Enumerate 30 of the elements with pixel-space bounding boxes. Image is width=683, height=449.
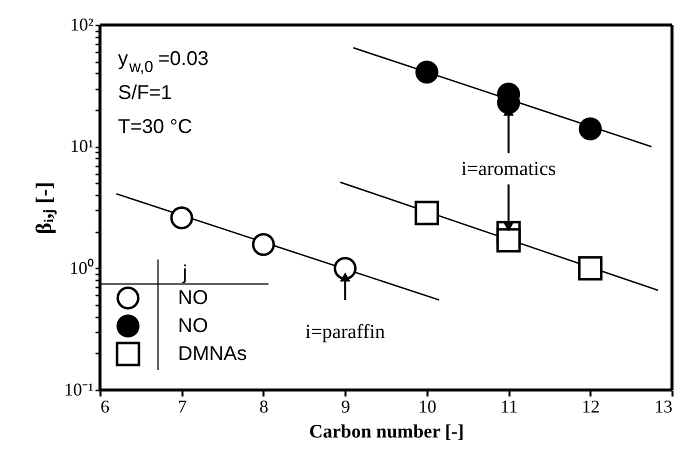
legend-label: NO <box>178 287 208 309</box>
point <box>415 60 438 84</box>
point <box>414 200 440 226</box>
x-tick-label: 12 <box>582 396 600 416</box>
x-tick-label: 7 <box>178 396 187 416</box>
y-tick-label: 10⁻¹ <box>64 380 94 400</box>
x-tick-label: 11 <box>500 396 518 416</box>
annotation: S/F=1 <box>118 82 172 104</box>
y-tick-label: 10² <box>70 14 94 34</box>
x-tick-label: 9 <box>341 396 350 416</box>
point <box>578 256 602 281</box>
annotation: i=aromatics <box>461 158 556 180</box>
y-tick-label: 10⁰ <box>70 258 94 278</box>
point <box>496 228 521 252</box>
point <box>578 117 602 140</box>
y-tick-label: 10¹ <box>70 136 94 156</box>
x-tick-label: 6 <box>100 396 110 416</box>
annotation: T=30 °C <box>118 116 192 138</box>
point <box>252 233 275 256</box>
point <box>334 256 357 280</box>
annotation: i=paraffin <box>305 320 386 343</box>
x-tick-label: 10 <box>418 396 436 416</box>
point <box>170 206 194 230</box>
legend-label: NO <box>178 315 208 337</box>
legend-title: j <box>182 262 188 284</box>
x-tick-label: 13 <box>654 396 672 416</box>
y-axis-title: βᵢ,ⱼ [-] <box>31 182 58 234</box>
x-tick-label: 8 <box>259 396 268 416</box>
legend-label: DMNAs <box>178 343 247 365</box>
x-axis-title: Carbon number [-] <box>309 422 464 442</box>
